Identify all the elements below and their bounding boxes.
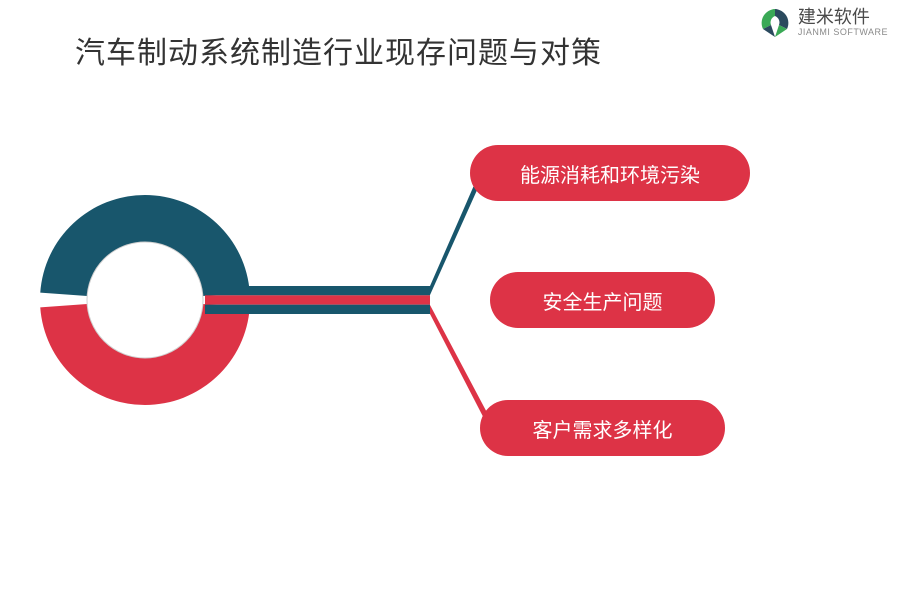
logo-name-en: JIANMI SOFTWARE bbox=[798, 28, 888, 38]
logo-icon bbox=[758, 6, 792, 40]
bar-stripe-0 bbox=[205, 286, 430, 295]
topic-pill-label: 客户需求多样化 bbox=[533, 414, 673, 443]
diagram-canvas: 能源消耗和环境污染安全生产问题客户需求多样化 bbox=[0, 100, 900, 500]
topic-pill-2: 客户需求多样化 bbox=[480, 400, 725, 456]
topic-pill-label: 能源消耗和环境污染 bbox=[520, 159, 700, 188]
topic-pill-1: 安全生产问题 bbox=[490, 272, 715, 328]
ring-center bbox=[87, 242, 203, 358]
brand-logo: 建米软件 JIANMI SOFTWARE bbox=[758, 6, 888, 40]
logo-name-cn: 建米软件 bbox=[798, 8, 888, 28]
topic-pill-0: 能源消耗和环境污染 bbox=[470, 145, 750, 201]
diagram-svg bbox=[0, 100, 900, 500]
bar-stripe-2 bbox=[205, 305, 430, 314]
topic-pill-label: 安全生产问题 bbox=[543, 286, 663, 315]
bar-stripe-1 bbox=[205, 295, 430, 304]
page-title: 汽车制动系统制造行业现存问题与对策 bbox=[75, 28, 602, 72]
